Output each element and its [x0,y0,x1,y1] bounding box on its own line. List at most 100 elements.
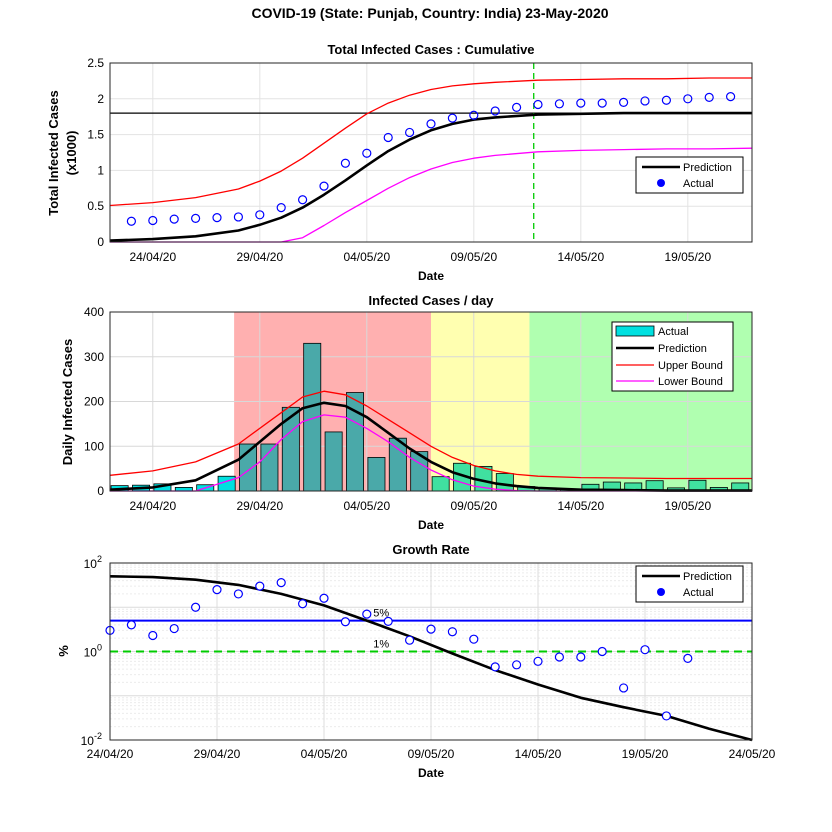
actual-point [618,97,629,107]
cumulative-xlabel: Date [418,269,444,283]
cumulative-plot-area [109,63,753,243]
upper-bound-line [109,390,752,480]
growth-ylabel: % [56,645,71,657]
cumulative-axes: 24/04/20 29/04/20 04/05/20 09/05/20 14/05/20… [87,56,753,264]
actual-point [511,660,522,670]
actual-point [447,627,457,637]
legend-prediction-label: Prediction [658,343,707,355]
daily-bar [367,457,386,492]
x-tick-label: 19/05/20 [664,499,711,513]
x-tick-label: 04/05/20 [343,250,390,264]
growth-title: Growth Rate [392,542,469,557]
actual-point [169,623,179,634]
actual-point [533,99,543,110]
growth-legend: Prediction Actual [635,565,744,603]
growth-plot-area: 5% 1% [105,575,753,742]
actual-point [233,212,243,222]
actual-point [319,181,329,191]
x-tick-label: 24/04/20 [129,499,176,513]
actual-point [255,581,265,591]
y-tick-label: 200 [84,395,104,409]
actual-point [405,127,415,138]
legend-actual-label: Actual [658,326,689,338]
x-tick-label: 24/05/20 [729,747,776,761]
actual-point [597,646,607,657]
daily-title: Infected Cases / day [369,293,495,308]
legend-actual-marker [657,179,665,187]
x-tick-label: 19/05/20 [622,747,669,761]
y-tick-label: 300 [84,350,104,364]
legend-prediction-label: Prediction [683,571,732,583]
x-tick-label: 09/05/20 [450,499,497,513]
prediction-line [109,401,752,492]
actual-point [426,119,436,129]
y-tick-label: 10-2 [81,731,102,748]
daily-plot-area [109,342,752,492]
actual-point [169,214,179,224]
actual-point [554,652,565,662]
reference-line-label: 1% [373,639,389,651]
upper-bound-line [109,77,752,207]
legend-lower-label: Lower Bound [658,376,723,388]
cumulative-panel: Total Infected Cases : Cumulative Date T… [46,42,753,283]
actual-point [490,106,500,116]
y-tick-label: 400 [84,305,104,319]
x-tick-label: 29/04/20 [194,747,241,761]
actual-point [640,645,650,655]
y-tick-label: 1.5 [87,128,104,142]
x-tick-label: 24/04/20 [87,747,134,761]
lower-bound-line [110,147,753,243]
y-tick-label: 102 [84,554,102,571]
legend-prediction-label: Prediction [683,162,732,174]
actual-point [212,213,222,223]
legend-actual-label: Actual [683,178,714,190]
actual-point [576,652,586,662]
y-tick-label: 100 [84,643,102,660]
x-tick-label: 29/04/20 [236,250,283,264]
daily-bar [324,431,343,492]
daily-xlabel: Date [418,518,444,532]
prediction-line [109,575,753,742]
actual-point [340,158,350,168]
x-tick-label: 14/05/20 [515,747,562,761]
prediction-line [109,111,752,242]
x-tick-label: 29/04/20 [236,499,283,513]
actual-point [405,635,415,645]
x-tick-label: 14/05/20 [557,250,604,264]
actual-point [533,656,543,666]
actual-point [618,683,629,693]
axes-box [109,62,753,243]
actual-point [725,92,736,102]
actual-point [447,113,457,123]
daily-bar [431,476,450,492]
growth-axes: 24/04/20 29/04/20 04/05/20 09/05/20 14/05/20… [81,554,776,761]
actual-point [298,195,308,205]
actual-point [126,620,136,630]
y-tick-base: 10 [84,646,98,660]
actual-point [276,578,286,588]
daily-bar [388,437,407,492]
actual-point [233,589,243,599]
x-tick-label: 14/05/20 [557,499,604,513]
actual-point [276,203,286,213]
axes-box [109,562,753,741]
y-tick-exponent: 0 [97,643,102,653]
x-tick-label: 04/05/20 [343,499,390,513]
figure-title: COVID-19 (State: Punjab, Country: India)… [251,5,608,21]
daily-legend: Actual Prediction Upper Bound Lower Boun… [611,321,734,392]
growth-xlabel: Date [418,766,444,780]
actual-point [469,110,479,120]
actual-point [704,92,714,102]
actual-point [191,213,201,223]
actual-point [319,593,329,603]
legend-actual-swatch [615,325,655,337]
actual-point [640,96,650,106]
actual-point [191,602,201,612]
actual-point [426,624,436,634]
cumulative-ylabel-units: (x1000) [64,131,79,176]
actual-point [469,634,479,644]
reference-line-label: 5% [373,608,389,620]
actual-point [148,215,158,226]
growth-panel: Growth Rate Date % 5% 1% 24/04/20 29/04/20… [56,542,776,780]
